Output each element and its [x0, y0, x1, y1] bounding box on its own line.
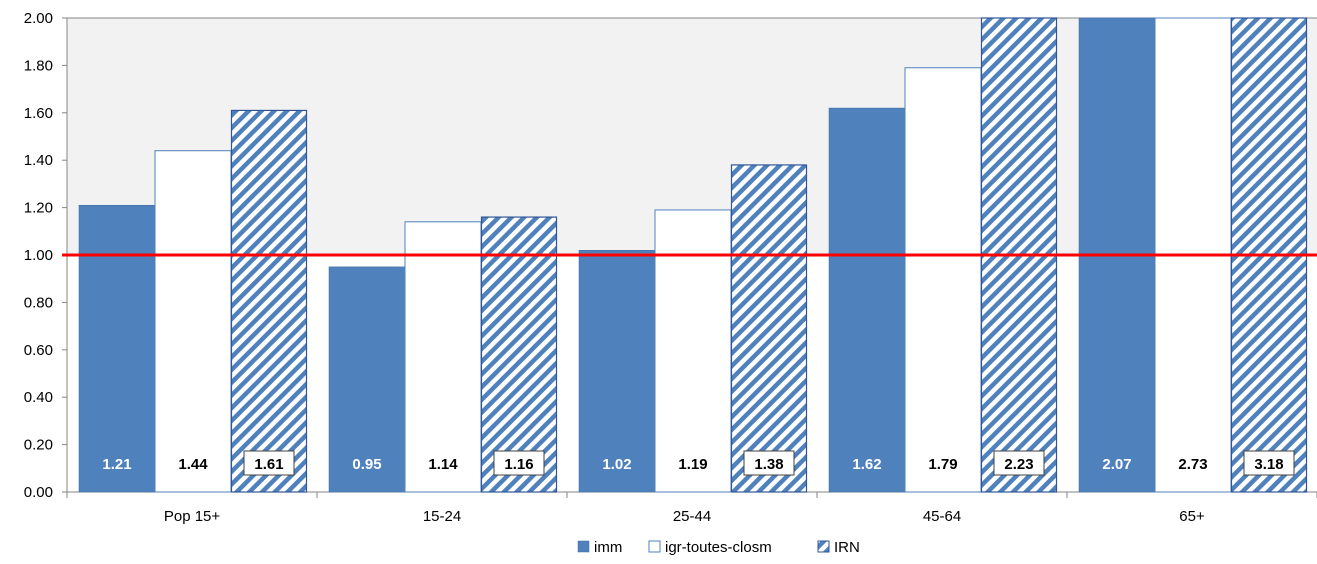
- legend-swatch: [577, 540, 590, 553]
- data-label: 1.14: [428, 456, 458, 473]
- data-label: 2.73: [1178, 456, 1207, 473]
- data-label: 1.02: [602, 456, 631, 473]
- legend-swatch: [648, 540, 661, 553]
- y-tick-label: 1.00: [24, 247, 53, 264]
- bar-imm: [328, 266, 406, 493]
- data-label: 1.16: [504, 456, 533, 473]
- x-category-label: 25-44: [673, 508, 711, 525]
- legend-swatch: [817, 540, 830, 553]
- bar-imm: [828, 107, 906, 493]
- data-label: 1.44: [178, 456, 208, 473]
- x-category-label: 15-24: [423, 508, 461, 525]
- data-label-box: [1243, 450, 1295, 476]
- y-tick-label: 1.80: [24, 57, 53, 74]
- data-label: 2.23: [1004, 456, 1033, 473]
- legend-label: igr-toutes-closm: [665, 539, 772, 556]
- data-label: 1.62: [852, 456, 881, 473]
- bar-igr-toutes-closm: [654, 209, 732, 493]
- y-tick-label: 2.00: [24, 10, 53, 27]
- bar-igr-toutes-closm: [904, 67, 982, 493]
- legend-label: IRN: [834, 539, 860, 556]
- x-category-label: 65+: [1179, 508, 1205, 525]
- x-category-label: Pop 15+: [164, 508, 221, 525]
- y-tick-label: 0.40: [24, 389, 53, 406]
- y-tick-label: 0.00: [24, 484, 53, 501]
- data-label: 3.18: [1254, 456, 1283, 473]
- bar-igr-toutes-closm: [404, 221, 482, 493]
- data-label: 1.21: [102, 456, 131, 473]
- y-tick-label: 1.20: [24, 200, 53, 217]
- y-tick-label: 0.20: [24, 437, 53, 454]
- y-tick-label: 0.80: [24, 294, 53, 311]
- x-category-label: 45-64: [923, 508, 961, 525]
- y-tick-label: 1.60: [24, 105, 53, 122]
- data-label: 0.95: [352, 456, 381, 473]
- y-tick-label: 1.40: [24, 152, 53, 169]
- legend-label: imm: [594, 539, 622, 556]
- bar-imm: [78, 204, 156, 493]
- data-label-box: [743, 450, 795, 476]
- bar-igr-toutes-closm: [154, 150, 232, 493]
- data-label: 1.38: [754, 456, 783, 473]
- bar-irn: [480, 216, 558, 493]
- bar-imm: [578, 250, 656, 493]
- data-label: 1.79: [928, 456, 957, 473]
- data-label: 1.19: [678, 456, 707, 473]
- data-label-box: [493, 450, 545, 476]
- data-label: 2.07: [1102, 456, 1131, 473]
- data-label: 1.61: [254, 456, 283, 473]
- bar-irn: [230, 109, 308, 493]
- data-label-box: [993, 450, 1045, 476]
- y-tick-label: 0.60: [24, 342, 53, 359]
- bar-irn: [730, 164, 808, 493]
- data-label-box: [243, 450, 295, 476]
